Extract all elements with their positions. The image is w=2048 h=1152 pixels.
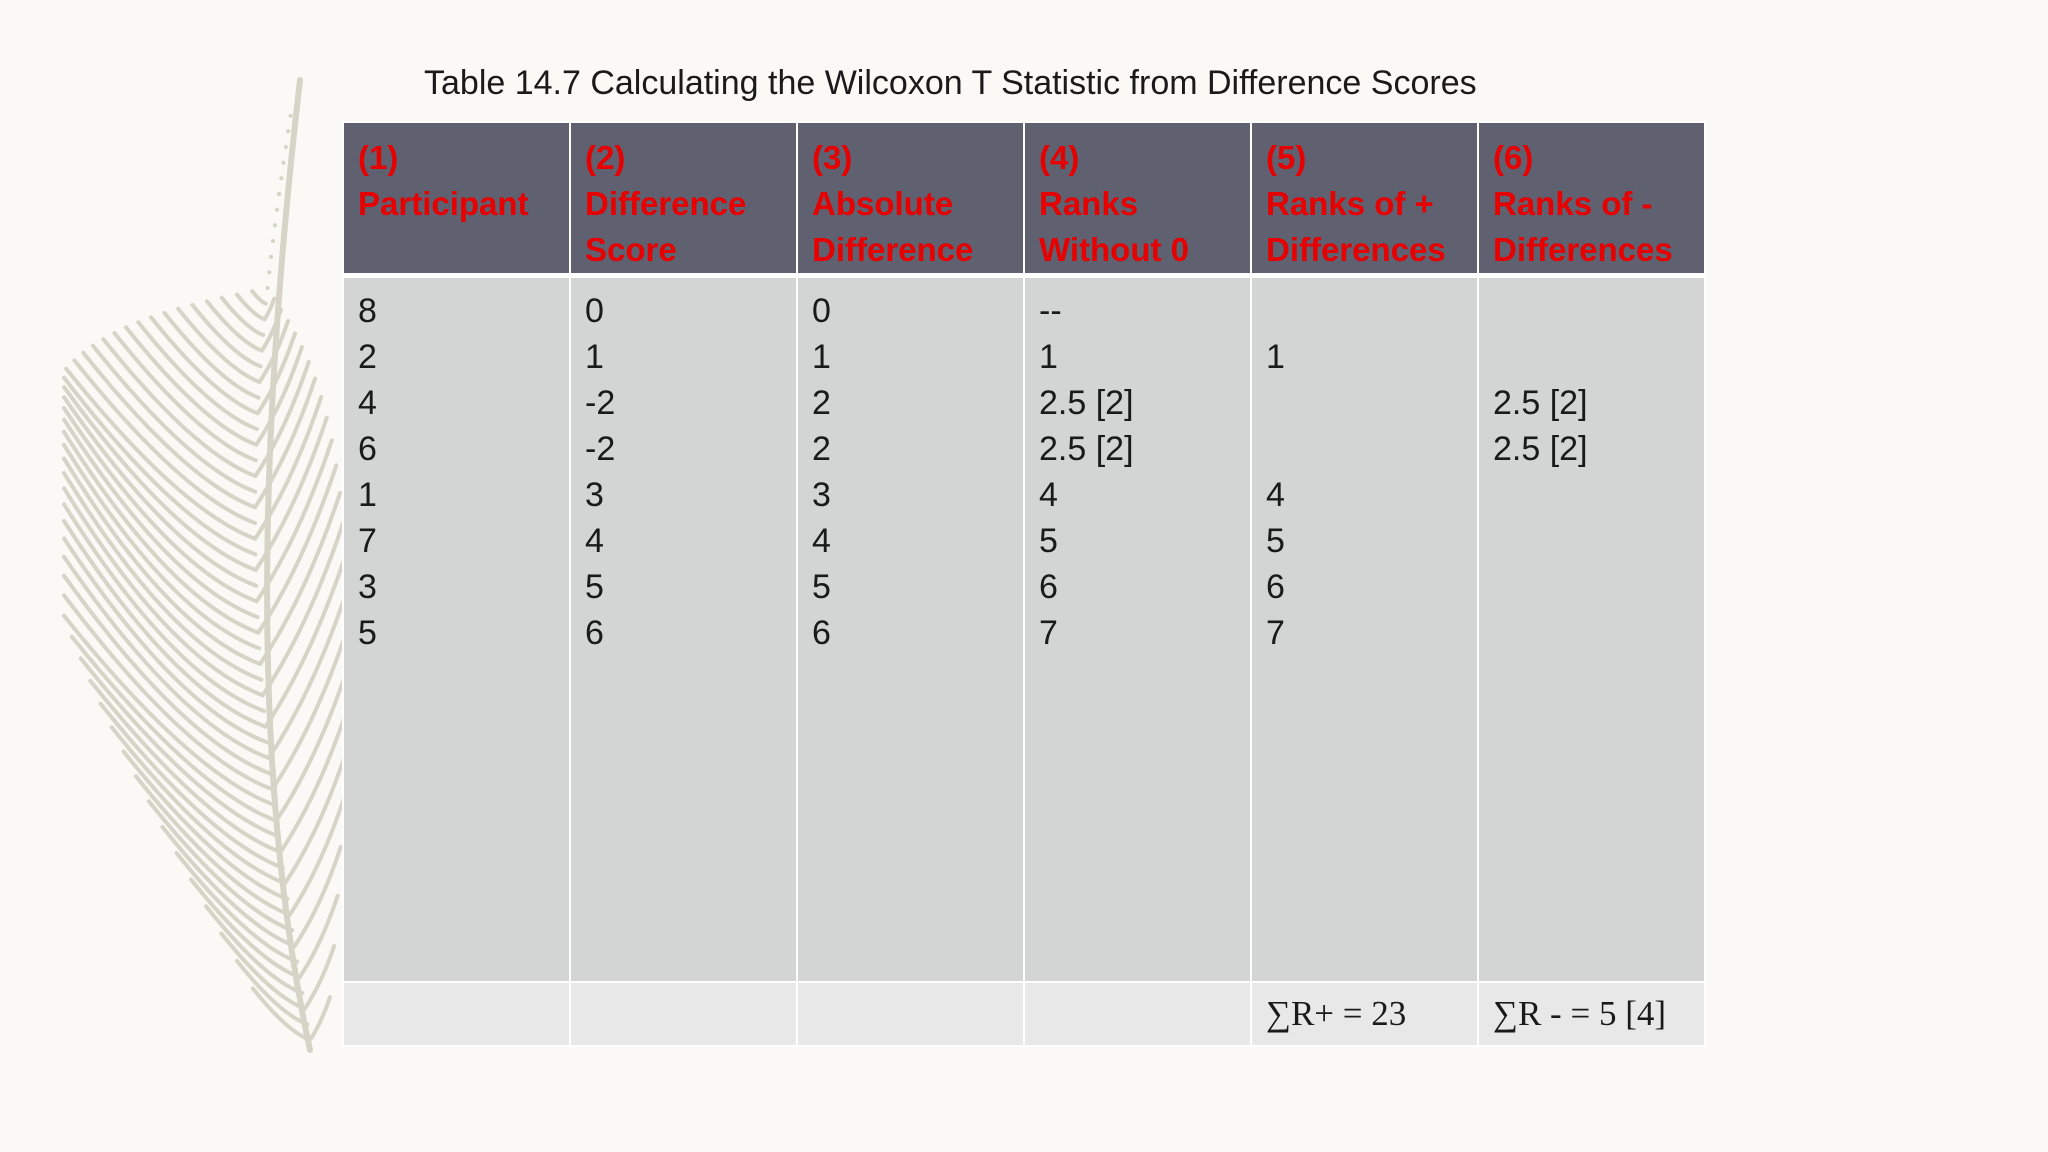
table-cell: -2 bbox=[585, 384, 616, 422]
table-cell: 2 bbox=[812, 430, 831, 468]
header-line: Absolute bbox=[812, 185, 954, 222]
header-line: Score bbox=[585, 231, 677, 268]
column-absolute-difference: 0 1 2 2 3 4 5 6 bbox=[796, 273, 1025, 983]
table-cell: -2 bbox=[585, 430, 616, 468]
table-cell: 2.5 [2] bbox=[1493, 430, 1588, 468]
table-cell: 4 bbox=[812, 522, 831, 560]
table-cell bbox=[1493, 472, 1690, 518]
header-line: Ranks bbox=[1039, 185, 1139, 222]
table-cell: 3 bbox=[358, 568, 377, 606]
sum-cell bbox=[342, 980, 571, 1047]
header-line: (2) bbox=[585, 139, 626, 176]
table-cell: 1 bbox=[812, 338, 831, 376]
column-ranks-negative: 2.5 [2] 2.5 [2] bbox=[1477, 273, 1706, 983]
header-ranks-without-0: (4) Ranks Without 0 bbox=[1023, 121, 1252, 277]
table-cell bbox=[1266, 288, 1463, 334]
table-cell: 2.5 [2] bbox=[1493, 384, 1588, 422]
table-cell: 6 bbox=[1039, 568, 1058, 606]
table-cell: 3 bbox=[812, 476, 831, 514]
table-cell: 6 bbox=[1266, 568, 1285, 606]
table-cell bbox=[1266, 426, 1463, 472]
table-cell: 2 bbox=[812, 384, 831, 422]
column-ranks-positive: 1 4 5 6 7 bbox=[1250, 273, 1479, 983]
table-cell: 6 bbox=[812, 614, 831, 652]
wilcoxon-table: (1) Participant (2) Difference Score (3)… bbox=[342, 121, 1706, 1047]
table-title: Table 14.7 Calculating the Wilcoxon T St… bbox=[424, 64, 1477, 102]
table-cell: 6 bbox=[585, 614, 604, 652]
header-line: Ranks of + bbox=[1266, 185, 1434, 222]
table-cell: 5 bbox=[358, 614, 377, 652]
header-line: Difference bbox=[812, 231, 974, 268]
table-cell: 7 bbox=[358, 522, 377, 560]
column-difference-score: 0 1 -2 -2 3 4 5 6 bbox=[569, 273, 798, 983]
sum-cell bbox=[796, 980, 1025, 1047]
header-line: Participant bbox=[358, 185, 529, 222]
table-cell: 8 bbox=[358, 292, 377, 330]
header-line: Difference bbox=[585, 185, 747, 222]
header-line: (4) bbox=[1039, 139, 1080, 176]
header-line: (6) bbox=[1493, 139, 1534, 176]
table-cell bbox=[1266, 380, 1463, 426]
header-line: Ranks of - bbox=[1493, 185, 1653, 222]
table-cell bbox=[1493, 610, 1690, 656]
column-participant: 8 2 4 6 1 7 3 5 bbox=[342, 273, 571, 983]
sum-cell bbox=[1023, 980, 1252, 1047]
header-row: (1) Participant (2) Difference Score (3)… bbox=[342, 121, 1706, 277]
header-line: (1) bbox=[358, 139, 399, 176]
header-ranks-negative: (6) Ranks of - Differences bbox=[1477, 121, 1706, 277]
table-cell: 5 bbox=[1266, 522, 1285, 560]
table-cell: 5 bbox=[585, 568, 604, 606]
table-cell: 6 bbox=[358, 430, 377, 468]
table-cell: 4 bbox=[1266, 476, 1285, 514]
table-cell: 4 bbox=[1039, 476, 1058, 514]
table-cell: 4 bbox=[585, 522, 604, 560]
table-cell: 2.5 [2] bbox=[1039, 430, 1134, 468]
table-cell: -- bbox=[1039, 292, 1062, 330]
table-cell: 4 bbox=[358, 384, 377, 422]
header-line: Without 0 bbox=[1039, 231, 1189, 268]
header-line: Differences bbox=[1266, 231, 1446, 268]
table-cell: 1 bbox=[1266, 338, 1285, 376]
sum-row: ∑R+ = 23 ∑R - = 5 [4] bbox=[342, 980, 1706, 1047]
column-ranks-without-0: -- 1 2.5 [2] 2.5 [2] 4 5 6 7 bbox=[1023, 273, 1252, 983]
table-cell: 0 bbox=[812, 292, 831, 330]
header-line: (3) bbox=[812, 139, 853, 176]
table-cell: 1 bbox=[1039, 338, 1058, 376]
table-cell: 1 bbox=[585, 338, 604, 376]
sum-cell bbox=[569, 980, 798, 1047]
table-cell: 2.5 [2] bbox=[1039, 384, 1134, 422]
table-cell: 7 bbox=[1266, 614, 1285, 652]
header-participant: (1) Participant bbox=[342, 121, 571, 277]
table-cell: 7 bbox=[1039, 614, 1058, 652]
table-cell bbox=[1493, 288, 1690, 334]
sum-negative-ranks: ∑R - = 5 [4] bbox=[1477, 980, 1706, 1047]
table-cell: 2 bbox=[358, 338, 377, 376]
header-ranks-positive: (5) Ranks of + Differences bbox=[1250, 121, 1479, 277]
table-cell: 1 bbox=[358, 476, 377, 514]
table-cell bbox=[1493, 564, 1690, 610]
table-cell: 5 bbox=[812, 568, 831, 606]
header-absolute-difference: (3) Absolute Difference bbox=[796, 121, 1025, 277]
feather-decoration bbox=[62, 77, 350, 1053]
table-cell: 3 bbox=[585, 476, 604, 514]
header-difference-score: (2) Difference Score bbox=[569, 121, 798, 277]
table-cell: 5 bbox=[1039, 522, 1058, 560]
sum-positive-ranks: ∑R+ = 23 bbox=[1250, 980, 1479, 1047]
table-cell bbox=[1493, 334, 1690, 380]
header-line: (5) bbox=[1266, 139, 1307, 176]
table-cell: 0 bbox=[585, 292, 604, 330]
header-line: Differences bbox=[1493, 231, 1673, 268]
table-cell bbox=[1493, 518, 1690, 564]
